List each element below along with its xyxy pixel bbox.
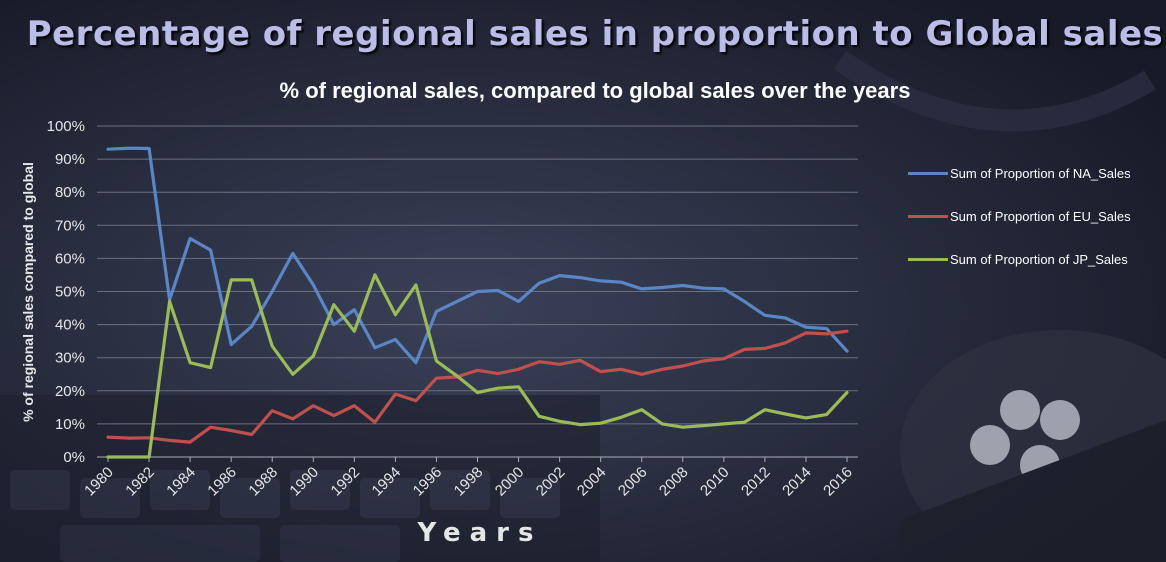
y-tick-label: 60% — [55, 250, 85, 267]
x-tick-label: 1984 — [163, 464, 199, 500]
legend-label-na: Sum of Proportion of NA_Sales — [950, 166, 1131, 181]
legend-item-eu: Sum of Proportion of EU_Sales — [908, 195, 1158, 238]
x-tick-label: 1982 — [122, 464, 158, 500]
keyboard-decoration — [0, 395, 600, 562]
x-tick-label: 2006 — [615, 464, 651, 500]
x-tick-label: 2008 — [656, 464, 692, 500]
legend-item-jp: Sum of Proportion of JP_Sales — [908, 238, 1158, 281]
x-tick-label: 2016 — [820, 464, 856, 500]
y-axis-ticks: 0% 10% 20% 30% 40% 50% 60% 70% 80% 90% 100% — [47, 118, 85, 466]
y-tick-label: 40% — [55, 317, 85, 334]
legend-item-na: Sum of Proportion of NA_Sales — [908, 152, 1158, 195]
legend-swatch-jp — [908, 258, 948, 261]
x-tick-label: 1996 — [410, 464, 446, 500]
chart-title: Percentage of regional sales in proporti… — [26, 14, 1164, 54]
x-axis-label: Years — [417, 518, 543, 548]
y-tick-label: 80% — [55, 184, 85, 201]
series-line-na — [106, 146, 849, 365]
headset-decoration — [833, 50, 1156, 132]
y-tick-label: 90% — [55, 151, 85, 168]
x-tick-label: 1988 — [245, 464, 281, 500]
x-tick-label: 2012 — [738, 464, 774, 500]
x-tick-label: 1980 — [81, 464, 117, 500]
x-tick-label: 1998 — [451, 464, 487, 500]
legend-label-eu: Sum of Proportion of EU_Sales — [950, 209, 1131, 224]
x-tick-label: 1994 — [369, 464, 405, 500]
chart-subtitle: % of regional sales, compared to global … — [279, 78, 911, 103]
x-tick-label: 1990 — [286, 464, 322, 500]
y-tick-label: 30% — [55, 350, 85, 367]
y-tick-label: 70% — [55, 217, 85, 234]
legend-label-jp: Sum of Proportion of JP_Sales — [950, 252, 1128, 267]
x-tick-label: 2014 — [779, 464, 815, 500]
legend-swatch-eu — [908, 215, 948, 218]
legend: Sum of Proportion of NA_Sales Sum of Pro… — [908, 152, 1158, 281]
x-tick-label: 2000 — [492, 464, 528, 500]
y-tick-label: 100% — [47, 118, 85, 135]
y-tick-label: 20% — [55, 383, 85, 400]
x-axis-ticks: 1980 1982 1984 1986 1988 1990 1992 1994 1996 1998… — [81, 457, 856, 499]
y-tick-label: 10% — [55, 416, 85, 433]
x-tick-label: 1986 — [204, 464, 240, 500]
series-line-eu — [106, 329, 849, 444]
y-tick-label: 50% — [55, 284, 85, 301]
x-tick-label: 2004 — [574, 464, 610, 500]
series-line-jp — [106, 273, 849, 459]
x-tick-label: 2002 — [533, 464, 569, 500]
series-lines — [106, 146, 849, 459]
x-tick-label: 1992 — [328, 464, 364, 500]
y-tick-label: 0% — [63, 449, 85, 466]
legend-swatch-na — [908, 172, 948, 175]
x-tick-label: 2010 — [697, 464, 733, 500]
controller-decoration — [900, 330, 1166, 562]
